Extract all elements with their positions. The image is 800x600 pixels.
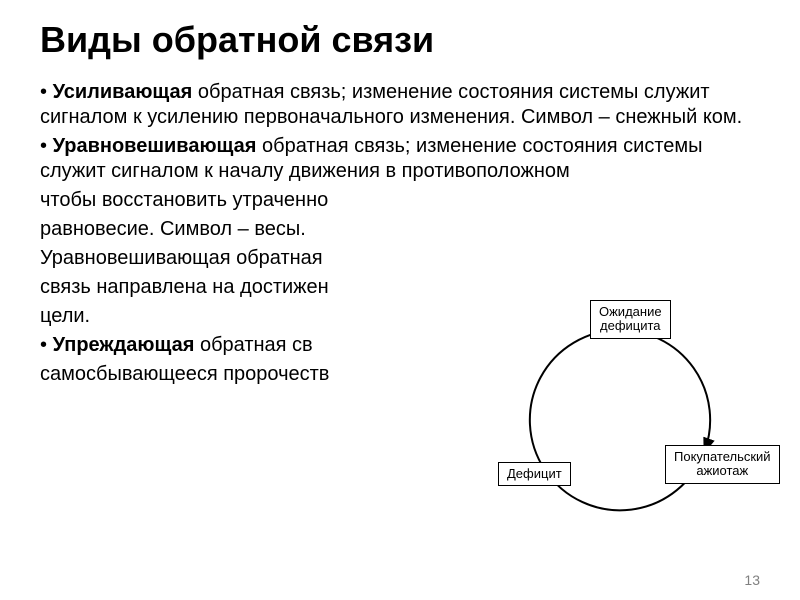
node-top-line1: Ожидание (599, 304, 662, 319)
node-right-line1: Покупательский (674, 449, 771, 464)
node-top-line2: дефицита (600, 318, 661, 333)
cycle-circle-icon (520, 320, 720, 520)
page-number: 13 (744, 572, 760, 588)
term-1: Усиливающая (53, 81, 193, 103)
rest-2-3: равновесие. Символ – весы. (40, 217, 760, 242)
node-top: Ожидание дефицита (590, 300, 671, 339)
cycle-diagram: Ожидание дефицита Покупательский ажиотаж… (470, 290, 770, 550)
rest-2-2: чтобы восстановить утраченно (40, 188, 760, 213)
term-2: Уравновешивающая (53, 135, 257, 157)
rest-3-1: обратная св (194, 334, 312, 356)
node-right-line2: ажиотаж (696, 463, 748, 478)
node-left-line1: Дефицит (507, 466, 562, 481)
bullet-2: • Уравновешивающая обратная связь; измен… (40, 134, 760, 184)
slide-title: Виды обратной связи (40, 20, 760, 60)
node-left: Дефицит (498, 462, 571, 486)
node-right: Покупательский ажиотаж (665, 445, 780, 484)
term-3: Упреждающая (53, 334, 195, 356)
bullet-1: • Усиливающая обратная связь; изменение … (40, 80, 760, 130)
rest-2-4: Уравновешивающая обратная (40, 246, 760, 271)
